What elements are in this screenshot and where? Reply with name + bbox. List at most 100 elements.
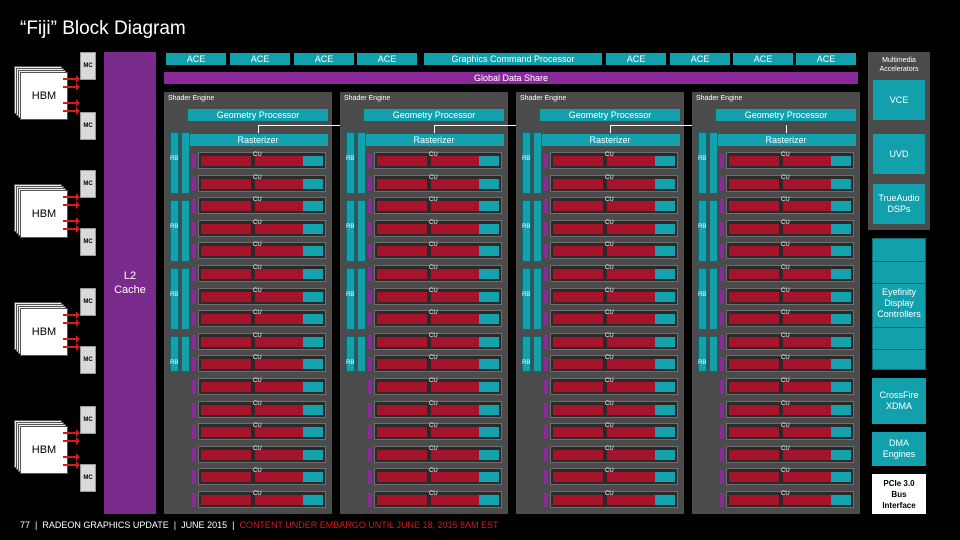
cu-side-bar xyxy=(192,289,196,304)
cu-simd-red xyxy=(255,269,309,279)
cu-label: CU xyxy=(781,174,790,181)
cu-simd-red xyxy=(783,269,837,279)
connector-line xyxy=(434,125,435,133)
hbm-stack: HBM xyxy=(20,190,68,238)
cu-simd-red xyxy=(377,427,427,438)
cu-simd-red xyxy=(729,382,779,392)
eyefinity-label: Eyefinity Display Controllers xyxy=(877,287,921,319)
cu-cache-teal xyxy=(831,291,851,302)
cu-simd-red xyxy=(201,156,251,166)
red-arrow-icon xyxy=(63,217,80,225)
compute-unit: CU xyxy=(368,355,502,373)
compute-unit: CU xyxy=(192,445,326,463)
l2-cache-label: L2 Cache xyxy=(114,270,146,296)
cu-side-bar xyxy=(544,199,548,214)
compute-unit: CU xyxy=(544,468,678,486)
render-backend xyxy=(533,336,542,372)
cu-simd-red xyxy=(431,246,485,257)
cu-label: CU xyxy=(781,378,790,384)
render-backend xyxy=(522,336,531,372)
crossfire-block: CrossFire XDMA xyxy=(872,378,926,424)
compute-unit: CU xyxy=(368,445,502,463)
cu-label: CU xyxy=(605,400,614,407)
rasterizer: Rasterizer xyxy=(364,134,504,146)
cu-cache-teal xyxy=(655,495,675,505)
cu-simd-red xyxy=(431,495,485,505)
cu-simd-red xyxy=(431,359,485,370)
cu-simd-red xyxy=(431,178,485,189)
cu-simd-red xyxy=(377,291,427,302)
cu-side-bar xyxy=(720,176,724,191)
cu-side-bar xyxy=(544,493,548,507)
cu-simd-red xyxy=(607,223,661,234)
compute-unit: CU xyxy=(368,152,502,169)
cu-label: CU xyxy=(253,355,262,362)
cu-label: CU xyxy=(781,423,790,430)
cu-side-bar xyxy=(192,447,196,462)
cu-simd-red xyxy=(255,291,309,302)
cu-cache-teal xyxy=(655,449,675,460)
cu-cache-teal xyxy=(479,472,499,483)
cu-label: CU xyxy=(605,174,614,181)
red-arrow-icon xyxy=(63,343,80,351)
cu-cache-teal xyxy=(303,178,323,189)
footer-embargo: CONTENT UNDER EMBARGO UNTIL JUNE 18, 201… xyxy=(239,520,499,530)
cu-side-bar xyxy=(544,289,548,304)
cu-simd-red xyxy=(607,336,661,347)
cu-cache-teal xyxy=(831,495,851,505)
red-arrow-icon xyxy=(63,107,80,115)
cu-side-bar xyxy=(368,447,372,462)
cu-cache-teal xyxy=(303,156,323,166)
compute-unit: CU xyxy=(720,174,854,192)
cu-cache-teal xyxy=(303,382,323,392)
cu-label: CU xyxy=(605,423,614,430)
compute-unit: CU xyxy=(544,152,678,169)
pcie-block: PCIe 3.0 Bus Interface xyxy=(872,474,926,514)
cu-simd-red xyxy=(729,449,779,460)
compute-unit: CU xyxy=(720,423,854,441)
ace-block: ACE xyxy=(606,53,666,65)
global-data-share: Global Data Share xyxy=(164,72,858,84)
memory-controller: MC xyxy=(80,464,96,492)
cu-label: CU xyxy=(429,287,438,294)
render-backend xyxy=(698,200,707,262)
compute-unit: CU xyxy=(192,242,326,260)
compute-unit: CU xyxy=(544,332,678,350)
cu-simd-red xyxy=(783,382,837,392)
cu-cache-teal xyxy=(831,314,851,325)
cu-side-bar xyxy=(368,199,372,214)
cu-cache-teal xyxy=(831,336,851,347)
compute-unit: CU xyxy=(544,242,678,260)
render-backend xyxy=(533,132,542,194)
memory-controller: MC xyxy=(80,112,96,140)
cu-simd-red xyxy=(255,223,309,234)
cu-simd-red xyxy=(729,246,779,257)
render-backend xyxy=(533,200,542,262)
rb-label: RB xyxy=(170,156,179,162)
cu-label: CU xyxy=(429,400,438,407)
ace-block: ACE xyxy=(294,53,354,65)
cu-simd-red xyxy=(377,449,427,460)
cu-label: CU xyxy=(253,468,262,475)
cu-simd-red xyxy=(783,427,837,438)
compute-unit: CU xyxy=(368,265,502,282)
compute-unit: CU xyxy=(720,400,854,418)
cu-simd-red xyxy=(783,359,837,370)
geometry-processor: Geometry Processor xyxy=(188,109,328,121)
cu-simd-red xyxy=(729,201,779,212)
connector-line xyxy=(258,125,259,133)
cu-side-bar xyxy=(368,493,372,507)
cu-simd-red xyxy=(431,336,485,347)
hbm-stack: HBM xyxy=(20,426,68,474)
cu-side-bar xyxy=(192,402,196,417)
cu-label: CU xyxy=(781,400,790,407)
render-backend xyxy=(357,336,366,372)
cu-cache-teal xyxy=(303,269,323,279)
compute-unit: CU xyxy=(720,355,854,373)
vce-block: VCE xyxy=(873,80,925,120)
render-backend xyxy=(357,200,366,262)
cu-simd-red xyxy=(783,156,837,166)
compute-unit: CU xyxy=(544,197,678,215)
cu-cache-teal xyxy=(655,291,675,302)
cu-simd-red xyxy=(783,223,837,234)
